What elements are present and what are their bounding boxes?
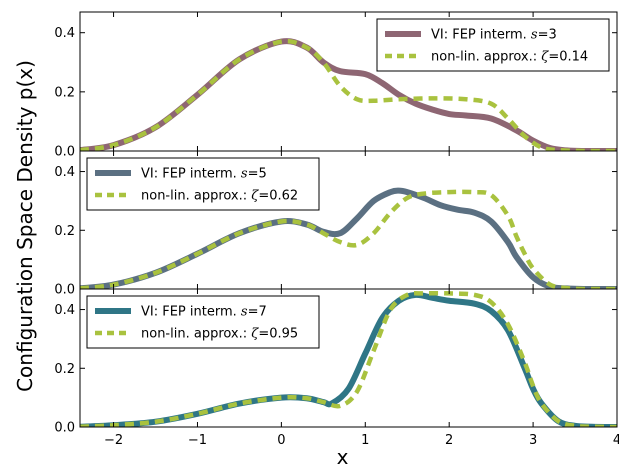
series-line-2 <box>80 290 617 427</box>
y-tick-label: 0.2 <box>54 224 75 239</box>
legend-frame <box>86 295 320 349</box>
x-tick-label: −2 <box>104 433 123 448</box>
legend-frame <box>86 157 320 211</box>
y-axis-label: Configuration Space Density p(x) <box>13 60 37 392</box>
y-tick-label: 0.0 <box>54 283 75 298</box>
x-tick-label: 3 <box>529 433 537 448</box>
plot-frame <box>79 288 618 428</box>
x-tick-label: −1 <box>188 433 207 448</box>
legend: VI: FEP interm. s=5 non-lin. approx.: ζ=0… <box>86 157 320 211</box>
legend-label: VI: FEP interm. s=7 <box>141 305 267 320</box>
x-tick-label: 1 <box>361 433 369 448</box>
legend-label: VI: FEP interm. s=3 <box>431 28 557 43</box>
series-line-1 <box>80 187 617 289</box>
panel-3: 0.0 0.2 0.4 −2 −1 0 1 2 3 4 x VI: FEP interm. s=7 no… <box>54 288 619 466</box>
x-tick-label: 0 <box>277 433 285 448</box>
panel-1: 0.0 0.2 0.4 VI: FEP interm. s=3 non-lin. app… <box>54 11 618 160</box>
y-tick-label: 0.2 <box>54 85 75 100</box>
y-tick-label: 0.0 <box>54 145 75 160</box>
y-tick-label: 0.4 <box>54 303 75 318</box>
series-line-2 <box>80 38 617 151</box>
series-line-2 <box>80 189 617 289</box>
panel-2: 0.0 0.2 0.4 VI: FEP interm. s=5 non-lin. app… <box>54 150 618 298</box>
legend-label: non-lin. approx.: ζ=0.14 <box>431 50 588 65</box>
legend: VI: FEP interm. s=3 non-lin. approx.: ζ=0… <box>376 18 610 72</box>
y-tick-label: 0.0 <box>54 421 75 436</box>
x-tick-label: 4 <box>613 433 619 448</box>
legend: VI: FEP interm. s=7 non-lin. approx.: ζ=0… <box>86 295 320 349</box>
legend-label: non-lin. approx.: ζ=0.95 <box>141 327 298 342</box>
legend-frame <box>376 18 610 72</box>
legend-label: non-lin. approx.: ζ=0.62 <box>141 189 298 204</box>
y-tick-label: 0.4 <box>54 165 75 180</box>
x-axis-label: x <box>337 445 349 466</box>
y-tick-label: 0.2 <box>54 362 75 377</box>
legend-label: VI: FEP interm. s=5 <box>141 167 267 182</box>
y-tick-label: 0.4 <box>54 26 75 41</box>
x-tick-label: 2 <box>445 433 453 448</box>
